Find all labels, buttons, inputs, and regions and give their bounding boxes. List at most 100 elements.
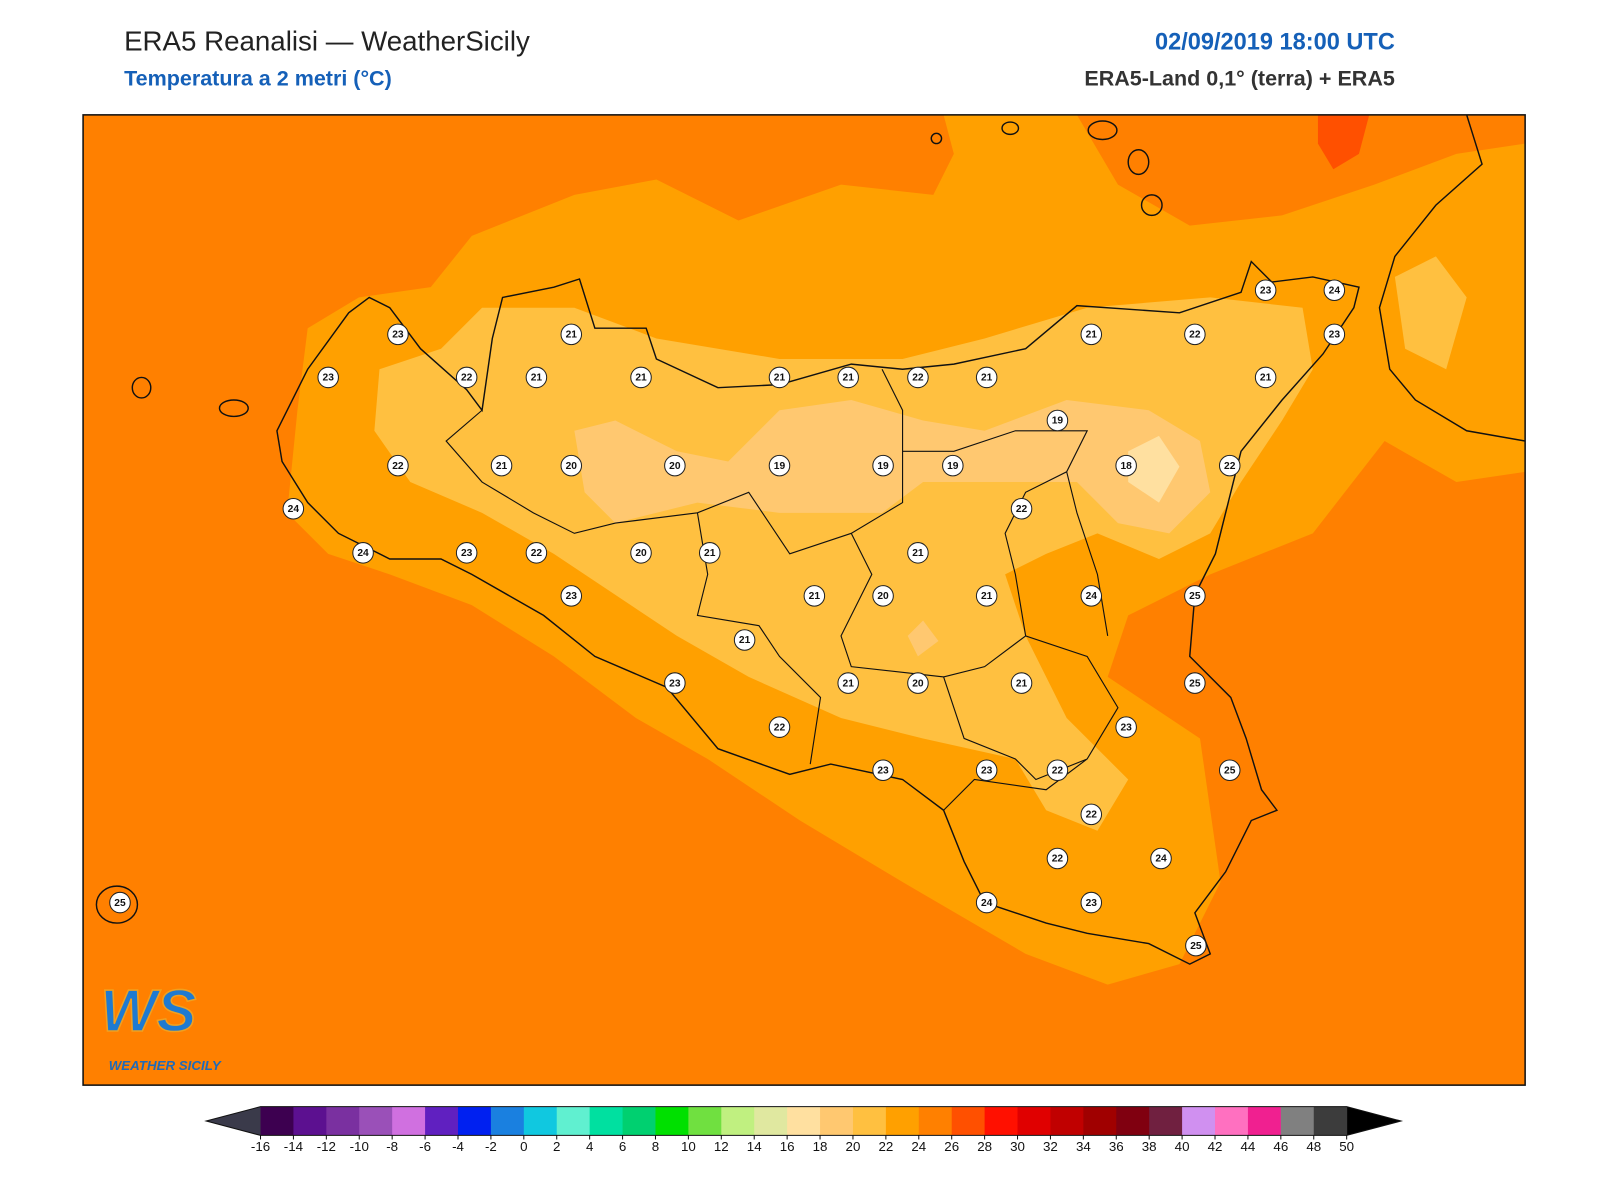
station-marker (872, 585, 894, 607)
field-22 (1394, 256, 1467, 370)
colorbar-box (1116, 1106, 1150, 1136)
station-value: 20 (566, 461, 578, 472)
station-value: 20 (877, 591, 889, 602)
station-marker (1080, 585, 1103, 607)
station-value: 21 (1260, 373, 1272, 384)
colorbar-box (1149, 1106, 1183, 1136)
colorbar-box (359, 1106, 393, 1136)
colorbar-box (885, 1106, 920, 1136)
colorbar-tick-label: 44 (1241, 1139, 1256, 1154)
station-marker (733, 629, 756, 651)
station-marker (1115, 716, 1137, 738)
colorbar-tick-label: 42 (1208, 1139, 1223, 1154)
station-marker (907, 672, 929, 694)
station-marker (975, 585, 998, 607)
station-marker (630, 366, 652, 389)
island (95, 885, 139, 924)
island (1140, 194, 1163, 217)
station-value: 21 (566, 330, 578, 341)
colorbar-over (1346, 1106, 1402, 1136)
station-value: 21 (843, 373, 855, 384)
station-marker (525, 542, 548, 564)
colorbar-box (787, 1106, 821, 1136)
scene: ERA5 Reanalisi — WeatherSicily Temperatu… (82, 25, 1526, 1154)
colorbar-box (1083, 1106, 1117, 1136)
colorbar-box (1182, 1106, 1216, 1136)
station-value: 22 (1086, 810, 1098, 821)
station-value: 21 (739, 635, 751, 646)
station-marker (1046, 409, 1069, 432)
station-marker (560, 454, 583, 477)
station-marker (1184, 323, 1206, 346)
station-marker (455, 366, 478, 389)
station-value: 24 (357, 548, 369, 559)
subtitle: Temperatura a 2 metri (°C) (124, 67, 392, 91)
colorbar-box (688, 1106, 722, 1136)
station-marker (1046, 759, 1069, 782)
station-value: 23 (323, 373, 335, 384)
station-value: 22 (1189, 330, 1201, 341)
colorbar-tick-label: 16 (780, 1139, 795, 1154)
station-marker (768, 716, 791, 738)
station-marker (1323, 323, 1346, 346)
station-value: 19 (877, 461, 889, 472)
calabria-coast (1378, 114, 1526, 442)
colorbar-tick-label: 20 (846, 1139, 861, 1154)
island (930, 132, 943, 145)
colorbar-outline (204, 1106, 1404, 1136)
station-value: 23 (981, 765, 993, 776)
colorbar-box (326, 1106, 360, 1136)
field-28 (1317, 114, 1370, 170)
colorbar-tick-label: 28 (977, 1139, 992, 1154)
station-value: 24 (1086, 591, 1098, 602)
stations: 23 21 23 22 21 21 21 21 22 21 21 22 23 24 23 21 19 22 21 20… (109, 279, 1346, 957)
station-value: 22 (1224, 461, 1236, 472)
station-value: 21 (981, 373, 993, 384)
station-marker (664, 454, 686, 477)
colorbar-tick-label: 38 (1142, 1139, 1157, 1154)
colorbar-box (490, 1106, 525, 1136)
station-marker (317, 366, 339, 389)
colorbar-box (820, 1106, 854, 1136)
station-value: 23 (1260, 285, 1272, 296)
colorbar-box (556, 1106, 591, 1136)
colorbar-box (622, 1106, 656, 1136)
station-value: 18 (1120, 461, 1132, 472)
station-marker (768, 366, 791, 389)
colorbar-tick-label: 26 (944, 1139, 959, 1154)
station-value: 19 (947, 461, 959, 472)
colorbar-tick-label: 22 (878, 1139, 893, 1154)
colorbar: -16 -14 -12 -10 -8 -6 -4 -2 0 2 4 6 8 10 12 14 16 18 20 22 2… (204, 1106, 1404, 1154)
colorbar-tick-label: -6 (419, 1139, 431, 1154)
colorbar-tick-label: -4 (452, 1139, 464, 1154)
station-marker (1115, 454, 1137, 477)
station-marker (387, 454, 409, 477)
colorbar-tick-label: -12 (317, 1139, 336, 1154)
colorbar-tick-label: 18 (813, 1139, 828, 1154)
station-marker (907, 366, 929, 389)
station-value: 25 (1189, 678, 1201, 689)
station-value: 23 (877, 765, 889, 776)
colorbar-box (425, 1106, 459, 1136)
station-marker (109, 891, 131, 914)
field-18 (1128, 435, 1180, 503)
station-marker (1184, 585, 1206, 607)
island (1127, 149, 1150, 176)
colorbar-tick-label: 50 (1339, 1139, 1354, 1154)
station-marker (455, 542, 478, 564)
station-value: 21 (704, 548, 716, 559)
station-value: 21 (1016, 678, 1028, 689)
station-marker (560, 323, 583, 346)
station-value: 19 (774, 461, 786, 472)
map-frame (82, 114, 1526, 1086)
colorbar-box (1280, 1106, 1315, 1136)
colorbar-box (589, 1106, 624, 1136)
island (131, 376, 152, 399)
colorbar-box (1313, 1106, 1348, 1136)
colorbar-tick-label: 34 (1076, 1139, 1091, 1154)
source: ERA5-Land 0,1° (terra) + ERA5 (1084, 67, 1395, 91)
map: WS WEATHER SICILY 23 21 23 22 21 21 21 21 22 21 21… (83, 114, 1526, 1086)
station-marker (872, 759, 894, 782)
